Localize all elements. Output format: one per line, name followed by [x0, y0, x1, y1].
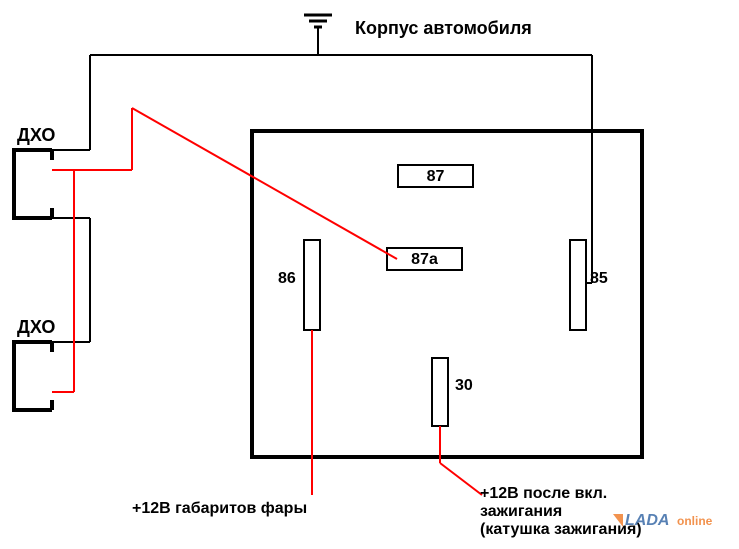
pin-87a-label: 87a	[411, 251, 438, 268]
drl-bottom-label: ДХО	[17, 317, 55, 337]
wiring-diagram: Корпус автомобиля 87 87a 86 85 30 ДХО ДХО +12В г…	[0, 0, 739, 549]
relay-pin-30	[432, 358, 448, 426]
pin-85-label: 85	[590, 270, 608, 287]
drl-top-label: ДХО	[17, 125, 55, 145]
drl-connector-top	[14, 150, 52, 218]
wire-red-30-diag	[440, 463, 482, 495]
label-12v-ign-l1: +12В после вкл.	[480, 485, 607, 502]
pin-86-label: 86	[278, 270, 296, 287]
watermark-sub: online	[677, 514, 713, 528]
drl-connector-bottom	[14, 342, 52, 410]
relay-pin-86	[304, 240, 320, 330]
label-12v-parking: +12В габаритов фары	[132, 500, 307, 517]
pin-87-label: 87	[427, 168, 445, 185]
label-12v-ign-l3: (катушка зажигания)	[480, 521, 642, 538]
ground-label: Корпус автомобиля	[355, 18, 532, 38]
pin-30-label: 30	[455, 377, 473, 394]
watermark-main: LADA	[625, 512, 669, 529]
relay-pin-85	[570, 240, 586, 330]
label-12v-ign-l2: зажигания	[480, 503, 562, 520]
